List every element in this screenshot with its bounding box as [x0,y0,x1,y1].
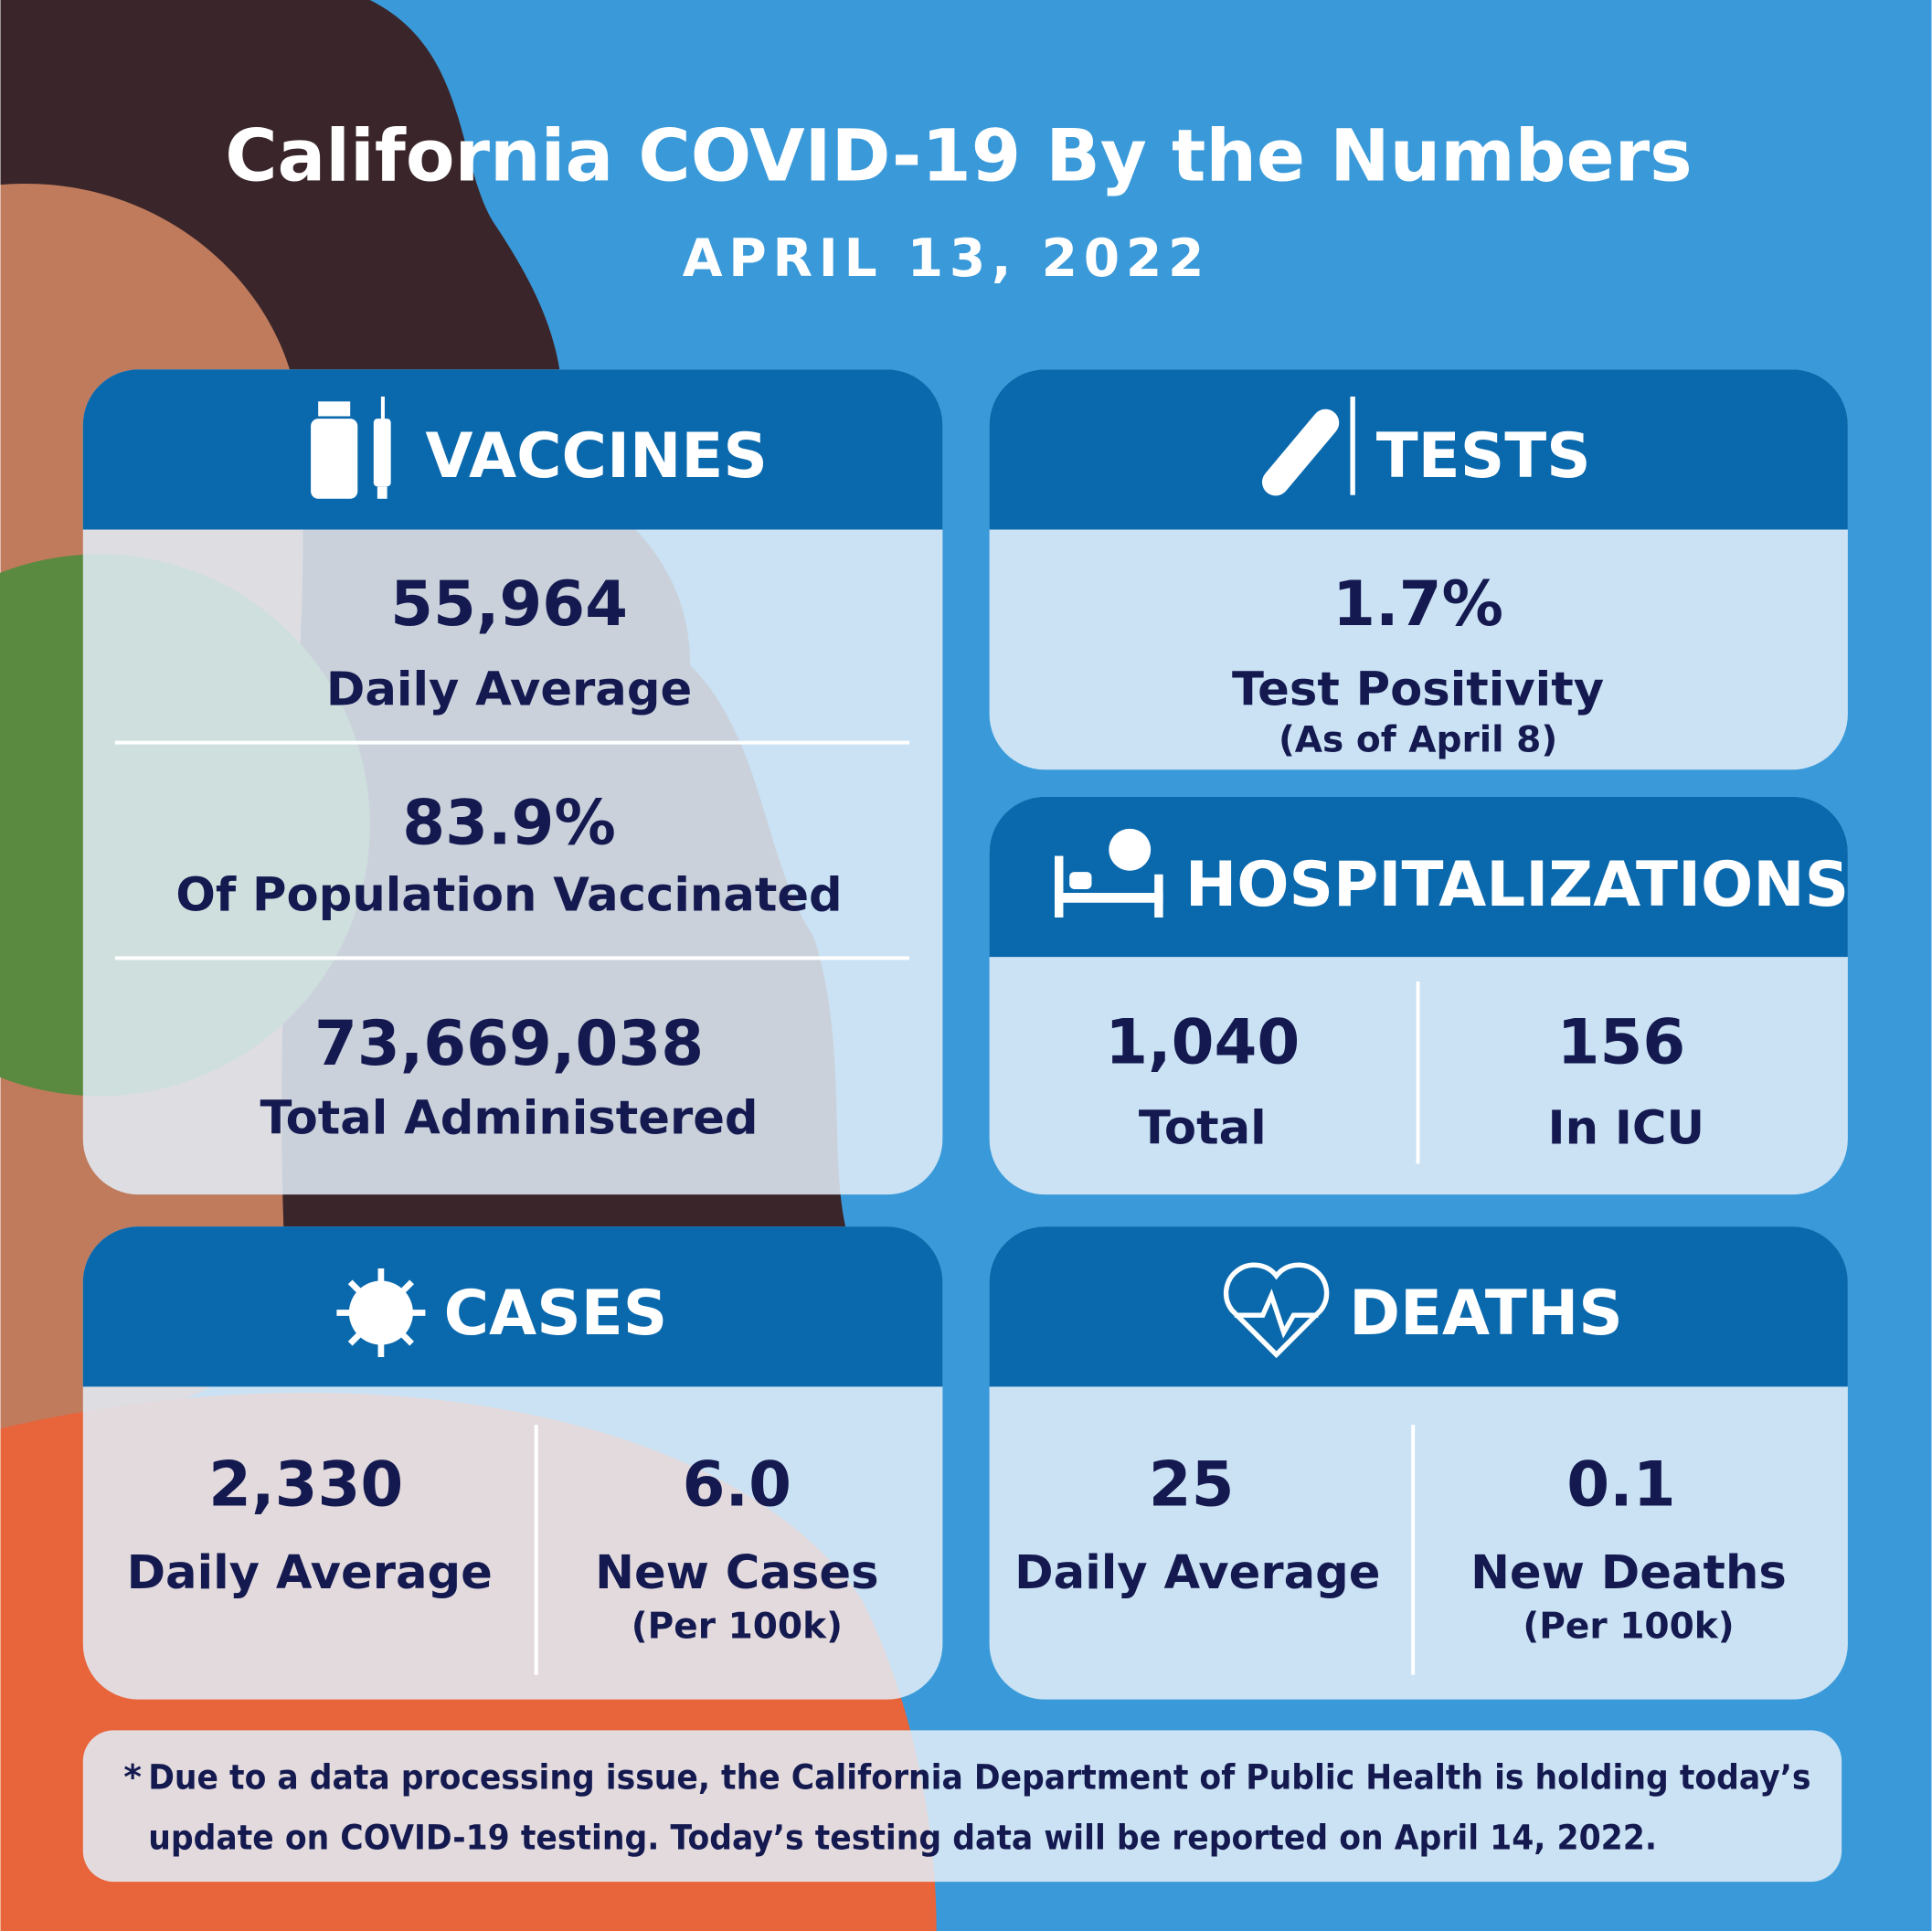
stat-label: Test Positivity [1232,663,1604,717]
tests-header [989,369,1848,530]
cases-heading: CASES [444,1277,668,1349]
stat-value: 1.7% [1332,568,1503,640]
tests-heading: TESTS [1376,419,1591,492]
stat-label: Daily Average [127,1545,493,1600]
stat-label: New Cases [595,1545,878,1600]
deaths-heading: DEATHS [1349,1277,1623,1349]
stat-value: 6.0 [683,1448,791,1520]
virus-icon [336,1268,426,1358]
stat-label: Of Population Vaccinated [175,868,842,923]
deaths-header [989,1226,1848,1387]
cases-header [82,1226,943,1387]
bed-icon [1055,828,1163,918]
stat-note: (Per 100k) [632,1607,843,1648]
stat-value: 25 [1149,1448,1235,1520]
stat-label: Total Administered [260,1091,759,1146]
vaccine-icon [311,396,391,499]
stat-value: 83.9% [402,787,616,859]
heart-icon [1223,1262,1330,1359]
footnote-line: Due to a data processing issue, the Cali… [148,1757,1810,1798]
vaccines-card [82,369,943,1195]
footnote-line: update on COVID-19 testing. Today’s test… [148,1818,1657,1858]
stat-value: 0.1 [1566,1448,1675,1520]
hospitalizations-header [989,796,1848,958]
stat-note: (Per 100k) [1523,1607,1734,1648]
stat-value: 55,964 [390,568,628,640]
stat-label: New Deaths [1470,1545,1787,1600]
stat-label: Daily Average [326,663,692,717]
vaccines-heading: VACCINES [425,419,768,492]
test-icon [1261,396,1355,496]
stat-label: Daily Average [1014,1545,1380,1600]
stat-value: 2,330 [208,1448,403,1520]
title: California COVID-19 By the Numbers [225,115,1692,198]
stat-note: (As of April 8) [1279,719,1557,760]
hospitalizations-heading: HOSPITALIZATIONS [1185,848,1849,920]
stat-value: 1,040 [1105,1006,1300,1078]
footnote-box [82,1730,1842,1883]
stat-label: In ICU [1548,1100,1704,1155]
date: APRIL 13, 2022 [683,228,1210,289]
stat-label: Total [1139,1100,1267,1155]
stat-value: 156 [1557,1006,1686,1078]
vaccines-header [82,369,943,530]
footnote-marker: * [123,1757,142,1798]
stat-value: 73,669,038 [314,1007,704,1079]
